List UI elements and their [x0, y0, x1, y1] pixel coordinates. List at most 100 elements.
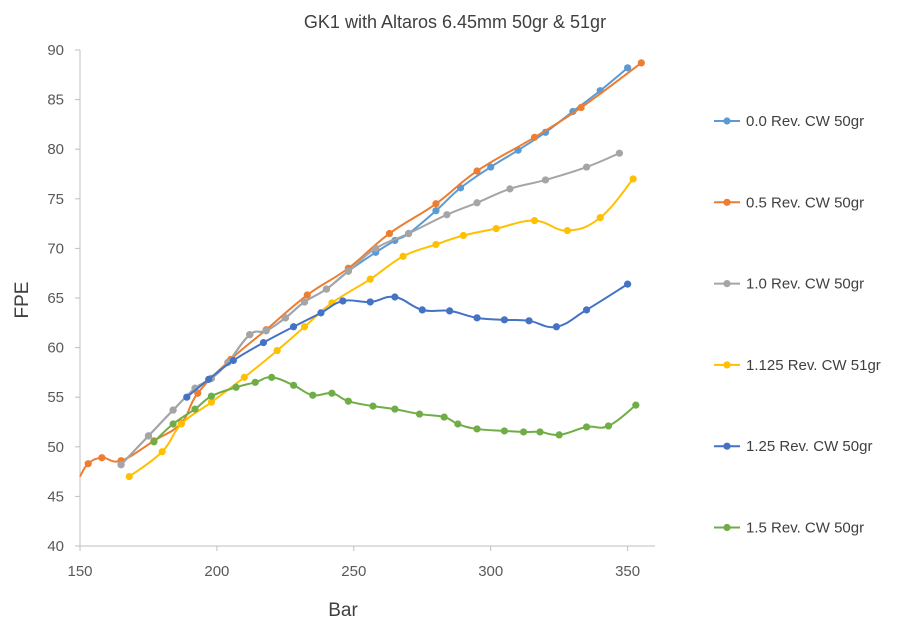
series-line [120, 152, 620, 466]
y-tick-label: 75 [47, 191, 64, 208]
axes: 40 45 50 55 60 65 70 75 80 85 90 150 200 250 300 350 [47, 42, 655, 580]
series-1-0-rev-cw-50gr [117, 149, 624, 469]
data-point [289, 381, 298, 389]
y-tick-label: 50 [47, 439, 64, 456]
data-point [624, 280, 632, 288]
data-point [473, 425, 481, 433]
data-point [262, 327, 270, 335]
chart-title: GK1 with Altaros 6.45mm 50gr & 51gr [304, 12, 606, 32]
data-point [415, 410, 424, 418]
data-point [443, 211, 451, 219]
data-point [224, 358, 232, 367]
data-point [596, 214, 604, 222]
data-point [582, 306, 591, 314]
series-0-5-rev-cw-50gr [79, 59, 645, 478]
data-point [629, 175, 637, 183]
data-point [541, 176, 550, 184]
legend-swatch-marker [723, 117, 731, 125]
data-point [391, 405, 399, 413]
legend: 0.0 Rev. CW 50gr 0.5 Rev. CW 50gr 1.0 Rev.… [714, 113, 881, 537]
data-point [615, 149, 624, 157]
data-point [632, 401, 640, 409]
data-point [366, 298, 374, 306]
data-point [125, 472, 133, 481]
series-1-5-rev-cw-50gr [150, 373, 640, 446]
data-point [273, 346, 281, 355]
y-axis-title: FPE [12, 282, 33, 319]
data-point [604, 422, 613, 430]
data-point [446, 307, 454, 315]
data-point [117, 461, 125, 469]
data-point [344, 267, 352, 275]
legend-item: 1.125 Rev. CW 51gr [714, 357, 881, 374]
data-point [191, 405, 199, 413]
data-point [309, 391, 317, 399]
data-point [300, 323, 309, 331]
data-point [473, 167, 481, 175]
legend-swatch-marker [723, 280, 731, 288]
legend-item: 1.5 Rev. CW 50gr [714, 520, 864, 537]
data-point [169, 406, 177, 414]
y-tick-label: 90 [47, 42, 64, 59]
x-tick-label: 350 [615, 563, 640, 580]
data-point [339, 297, 347, 305]
legend-item: 1.25 Rev. CW 50gr [714, 438, 872, 455]
y-tick-label: 85 [47, 92, 64, 109]
data-point [372, 244, 380, 252]
data-point [289, 323, 298, 331]
data-point [300, 298, 309, 306]
data-point [582, 163, 591, 171]
data-point [144, 432, 153, 440]
data-point [366, 275, 374, 283]
legend-item: 0.0 Rev. CW 50gr [714, 113, 864, 130]
legend-swatch-marker [723, 523, 731, 532]
data-point [158, 448, 166, 456]
data-point [399, 252, 407, 260]
data-point [281, 314, 289, 322]
legend-label: 0.5 Rev. CW 50gr [746, 194, 864, 211]
legend-label: 1.0 Rev. CW 50gr [746, 276, 864, 293]
data-point [432, 200, 440, 208]
legend-swatch-marker [723, 198, 731, 206]
data-point [240, 373, 248, 381]
y-tick-label: 40 [47, 538, 64, 555]
data-point [369, 402, 377, 410]
legend-label: 1.5 Rev. CW 50gr [746, 520, 864, 537]
data-point [459, 231, 467, 240]
data-point [624, 64, 632, 72]
data-point [251, 378, 259, 386]
y-tick-label: 55 [47, 389, 64, 406]
data-point [432, 207, 440, 215]
data-point [487, 163, 495, 171]
data-point [492, 224, 500, 233]
data-point [177, 420, 185, 428]
data-point [344, 397, 352, 405]
data-point [84, 460, 92, 468]
data-point [303, 291, 311, 299]
y-tick-label: 65 [47, 290, 64, 307]
data-point [536, 428, 544, 436]
data-point [473, 199, 481, 207]
y-tick-label: 80 [47, 141, 64, 158]
data-point [150, 438, 158, 446]
data-point [385, 229, 394, 238]
legend-label: 0.0 Rev. CW 50gr [746, 113, 864, 130]
data-point [473, 314, 481, 322]
data-point [317, 309, 325, 317]
data-point [418, 306, 426, 314]
data-point [183, 393, 191, 401]
y-tick-label: 70 [47, 240, 64, 257]
data-point [454, 420, 462, 428]
x-tick-label: 300 [478, 563, 503, 580]
data-point [246, 331, 254, 339]
series-layer [79, 59, 645, 481]
x-tick-label: 150 [67, 563, 92, 580]
data-point [582, 423, 591, 431]
x-tick-label: 200 [204, 563, 229, 580]
data-point [525, 317, 533, 325]
data-point [322, 285, 331, 293]
data-point [530, 217, 539, 225]
data-point [500, 316, 509, 324]
data-point [328, 389, 336, 397]
